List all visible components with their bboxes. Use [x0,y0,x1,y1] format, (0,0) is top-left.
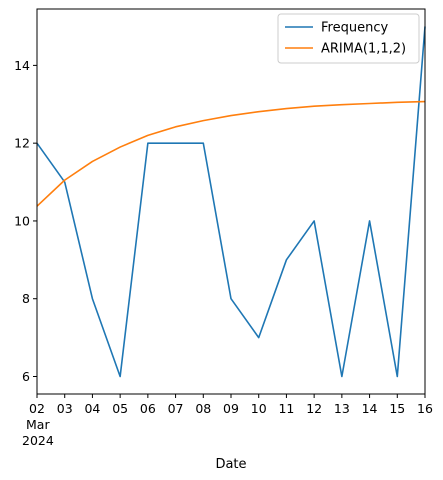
x-tick-label: 04 [84,401,100,416]
legend: Frequency ARIMA(1,1,2) [277,13,420,64]
legend-label-2: ARIMA(1,1,2) [321,42,406,57]
x-tick-label: 09 [223,401,239,416]
x-tick-label: 10 [251,401,267,416]
y-tick-label: 8 [22,291,30,306]
x-tick-label: 16 [417,401,433,416]
y-tick-label: 10 [14,213,30,228]
legend-box [277,13,420,64]
x-tick-label: 07 [168,401,184,416]
x-tick-label: 12 [306,401,322,416]
y-tick-label: 12 [14,136,30,151]
series-line-2 [36,100,426,207]
x-tick-month-label: Mar [26,417,50,432]
plot-frame [36,8,426,395]
y-tick-label: 6 [22,369,30,384]
x-tick-label: 08 [195,401,211,416]
x-axis-title: Date [215,457,246,472]
x-tick-label: 15 [389,401,405,416]
x-tick-year-label: 2024 [22,433,54,448]
x-tick-label: 14 [362,401,378,416]
x-tick-label: 05 [112,401,128,416]
series-line-1 [36,26,426,378]
x-tick-label: 13 [334,401,350,416]
x-tick-label: 06 [140,401,156,416]
x-tick-label: 02 [29,401,45,416]
legend-label-1: Frequency [321,21,388,36]
x-tick-label: 11 [278,401,294,416]
y-tick-label: 14 [14,58,30,73]
x-tick-label: 03 [57,401,73,416]
